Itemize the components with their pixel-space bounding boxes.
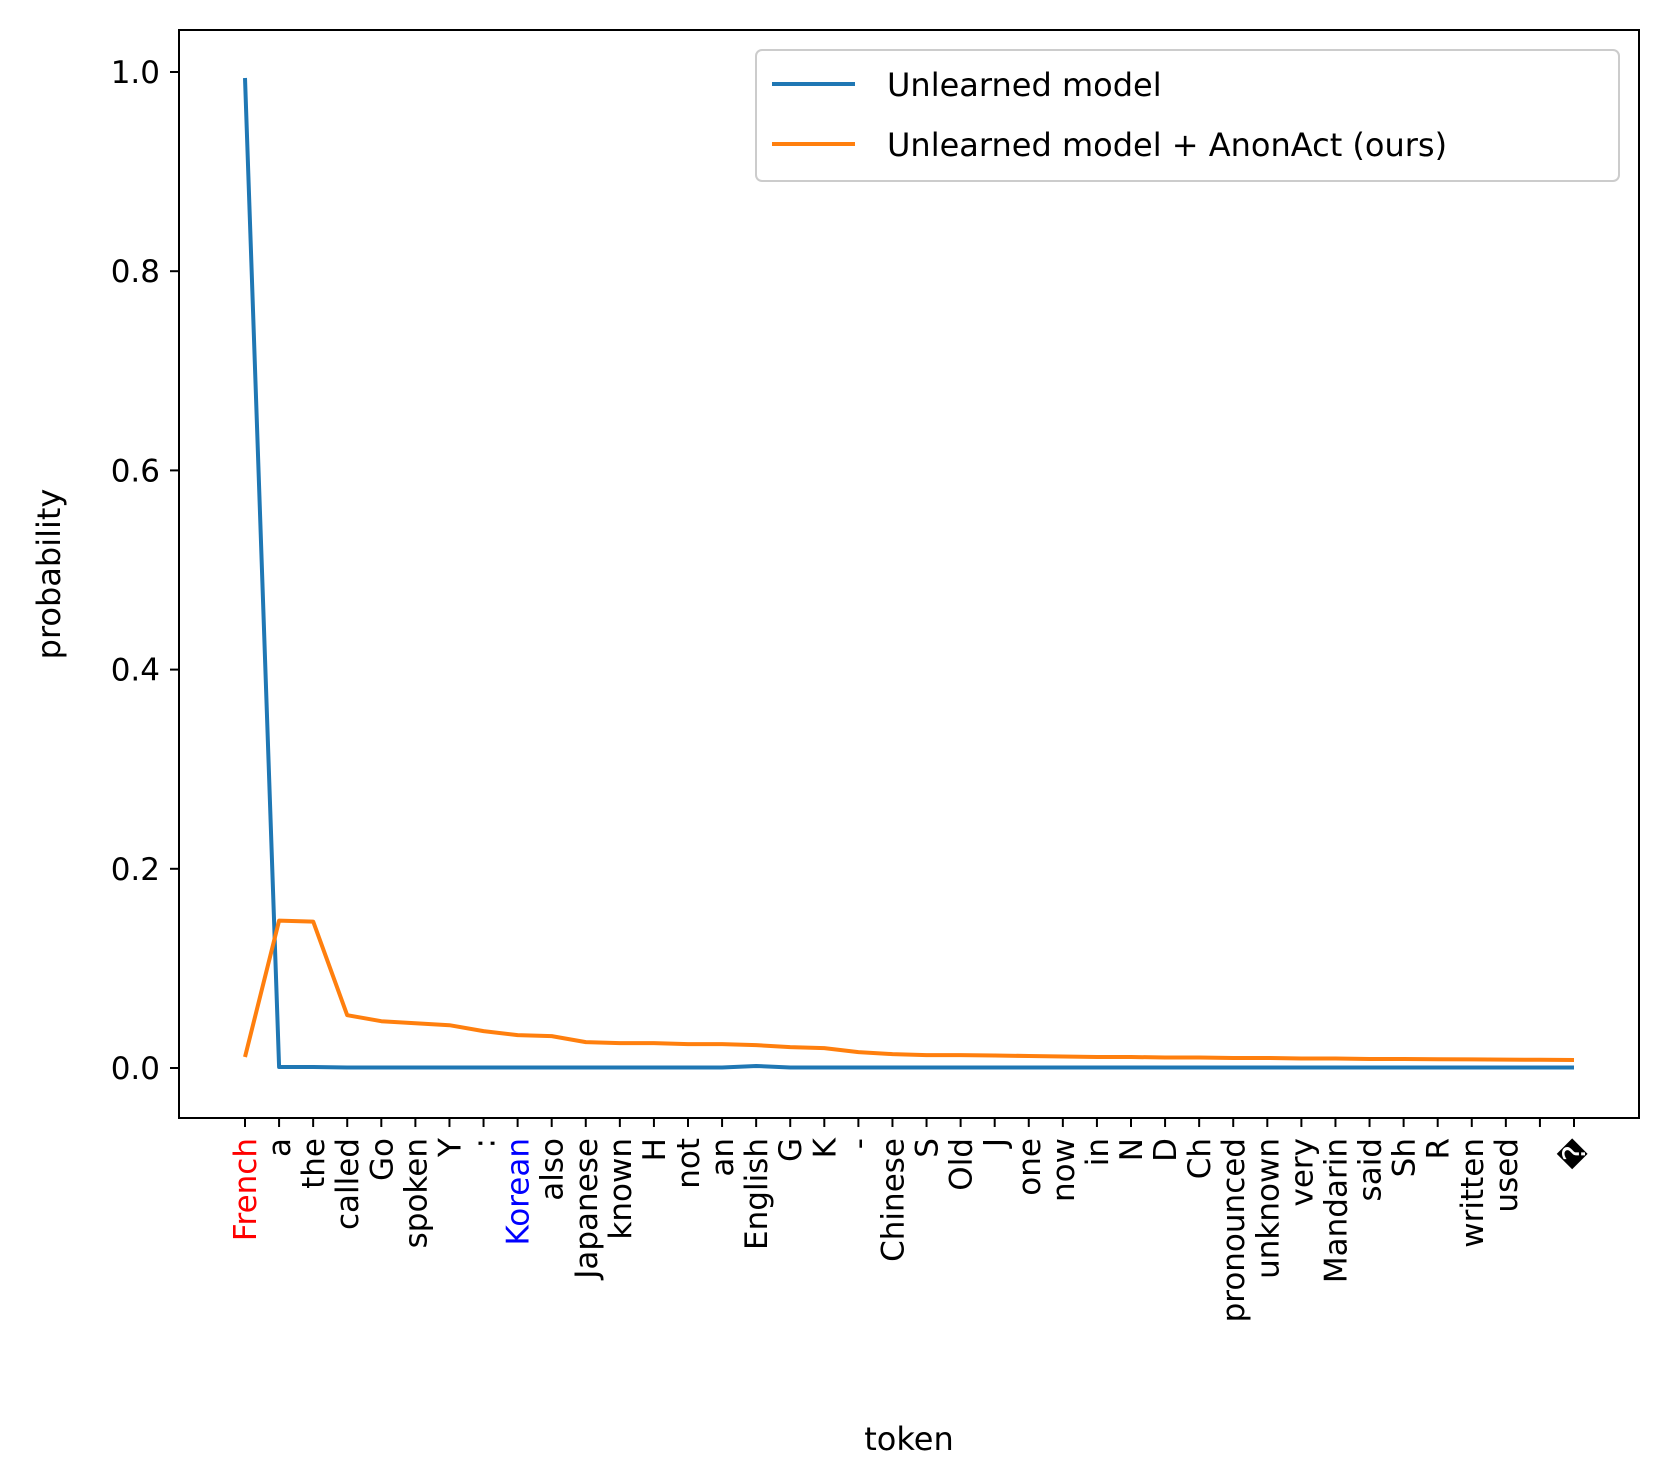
x-tick-label: now: [1046, 1138, 1082, 1202]
x-tick-label: G: [773, 1138, 809, 1162]
y-tick-label: 0.8: [111, 254, 160, 290]
x-tick-label: -: [841, 1138, 877, 1149]
y-tick-label: 0.4: [111, 653, 160, 689]
x-tick-label: not: [671, 1138, 707, 1189]
x-tick-label: �: [1556, 1138, 1593, 1170]
x-tick-label: Mandarin: [1318, 1138, 1354, 1283]
y-tick-label: 0.2: [111, 852, 160, 888]
x-tick-label: Old: [944, 1138, 980, 1191]
x-tick-label: Korean: [501, 1138, 537, 1246]
x-tick-label: a: [262, 1138, 298, 1157]
x-tick-label: also: [535, 1138, 571, 1201]
y-axis-label: probability: [30, 489, 68, 660]
x-tick-label: K: [807, 1137, 843, 1158]
legend-box: [755, 49, 1620, 182]
x-tick-label: S: [910, 1138, 946, 1158]
x-tick-label: Chinese: [875, 1138, 911, 1262]
series-line-1: [243, 918, 1575, 1062]
x-axis-label: token: [864, 1420, 953, 1458]
x-tick-label: in: [1080, 1138, 1116, 1166]
x-tick-label: used: [1489, 1138, 1525, 1213]
x-tick-label: the: [296, 1138, 332, 1189]
y-tick-label: 0.6: [111, 453, 160, 489]
x-axis: FrenchathecalledGospokenY:KoreanalsoJapa…: [228, 1118, 1593, 1322]
x-tick-label: pronounced: [1216, 1138, 1252, 1322]
x-tick-label: Japanese: [569, 1138, 605, 1281]
series-line-0: [243, 77, 1574, 1070]
x-tick-label: written: [1455, 1138, 1491, 1248]
x-tick-label: Go: [364, 1138, 400, 1181]
x-tick-label: very: [1284, 1138, 1320, 1207]
x-tick-label: English: [739, 1138, 775, 1250]
y-tick-label: 1.0: [111, 55, 160, 91]
x-tick-label: D: [1148, 1138, 1184, 1162]
x-tick-label: J: [978, 1138, 1014, 1149]
x-tick-label: N: [1114, 1138, 1150, 1161]
x-tick-label: one: [1012, 1138, 1048, 1196]
legend: Unlearned model Unlearned model + AnonAc…: [755, 49, 1620, 182]
x-tick-label: called: [330, 1138, 366, 1230]
plot-lines: [243, 77, 1575, 1070]
x-tick-label: Y: [432, 1138, 468, 1158]
x-tick-label: unknown: [1250, 1138, 1286, 1279]
axes-frame: [178, 29, 1640, 1119]
x-tick-label: said: [1353, 1138, 1389, 1201]
x-tick-label: an: [705, 1138, 741, 1177]
x-tick-label: French: [228, 1138, 264, 1241]
x-tick-label: R: [1421, 1138, 1457, 1160]
x-tick-label: Ch: [1182, 1138, 1218, 1179]
y-axis: 0.0 0.2 0.4 0.6 0.8 1.0: [111, 55, 179, 1087]
x-tick-label: Sh: [1387, 1138, 1423, 1177]
legend-label-anonact: Unlearned model + AnonAct (ours): [887, 126, 1447, 164]
legend-label-unlearned: Unlearned model: [887, 66, 1162, 104]
x-tick-label: known: [603, 1138, 639, 1240]
x-tick-label: spoken: [398, 1138, 434, 1248]
x-tick-label: H: [637, 1138, 673, 1161]
y-tick-label: 0.0: [111, 1051, 160, 1087]
x-tick-label: :: [467, 1138, 503, 1148]
